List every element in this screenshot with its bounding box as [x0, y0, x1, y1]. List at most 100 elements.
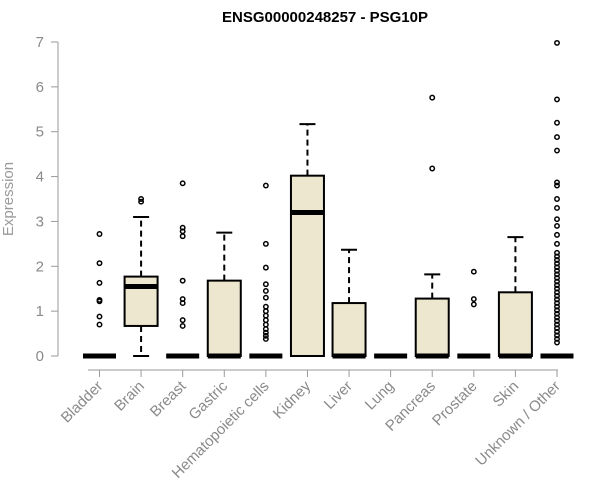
- y-tick-label: 6: [36, 79, 44, 96]
- outlier-point: [96, 321, 103, 328]
- iqr-box: [206, 279, 242, 358]
- iqr-box: [414, 297, 450, 357]
- outlier-point: [554, 285, 560, 292]
- outlier-point: [138, 198, 145, 205]
- outlier-point: [554, 182, 560, 189]
- outlier-point: [554, 325, 560, 332]
- outlier-point: [554, 274, 560, 281]
- outlier-point: [554, 328, 560, 335]
- x-tick-label: Skin: [490, 378, 523, 411]
- outlier-point: [179, 180, 186, 187]
- outlier-point: [554, 321, 560, 328]
- x-tick-label: Kidney: [270, 377, 315, 422]
- box-prostate: [457, 268, 491, 359]
- outlier-point: [470, 296, 477, 302]
- outlier-point: [554, 271, 560, 278]
- outlier-point: [554, 332, 560, 339]
- outlier-point: [554, 282, 560, 289]
- iqr-box: [497, 291, 533, 357]
- outlier-point: [554, 292, 560, 299]
- outlier-point: [554, 216, 560, 223]
- outlier-point: [262, 240, 269, 247]
- outlier-point: [262, 264, 269, 271]
- outlier-point: [554, 339, 560, 346]
- outlier-point: [262, 182, 269, 189]
- outlier-point: [429, 165, 436, 172]
- outlier-point: [96, 313, 103, 320]
- outlier-point: [554, 39, 560, 46]
- outlier-point: [554, 264, 560, 271]
- outlier-point: [262, 294, 269, 301]
- outlier-point: [554, 257, 560, 263]
- box-pancreas: [414, 94, 450, 359]
- y-axis-label: Expression: [0, 162, 17, 236]
- box-gastric: [206, 231, 242, 359]
- y-tick-label: 1: [36, 303, 44, 320]
- outlier-point: [179, 322, 186, 329]
- outlier-point: [262, 336, 269, 342]
- box-unknown-other: [540, 39, 574, 359]
- outlier-point: [554, 303, 560, 310]
- box-kidney: [289, 123, 325, 357]
- outlier-point: [554, 289, 560, 296]
- iqr-box: [331, 302, 367, 357]
- box-series: [83, 39, 574, 359]
- box-skin: [497, 236, 533, 359]
- outlier-point: [554, 119, 560, 126]
- outlier-point: [96, 296, 103, 303]
- x-tick-label: Bladder: [58, 378, 107, 427]
- y-tick-label: 7: [36, 34, 44, 51]
- box-liver: [331, 248, 367, 359]
- outlier-point: [554, 318, 560, 324]
- outlier-point: [554, 296, 560, 303]
- y-tick-label: 0: [36, 348, 44, 365]
- outlier-point: [554, 249, 560, 256]
- outlier-point: [470, 301, 477, 308]
- box-bladder: [83, 231, 116, 359]
- outlier-point: [554, 240, 560, 247]
- outlier-point: [262, 332, 269, 339]
- outlier-point: [554, 300, 560, 307]
- box-hematopoietic-cells: [249, 182, 283, 359]
- outlier-point: [179, 296, 186, 302]
- outlier-point: [262, 303, 269, 310]
- outlier-point: [554, 147, 560, 154]
- x-tick-label: Liver: [321, 378, 356, 413]
- outlier-point: [179, 224, 186, 231]
- outlier-point: [554, 96, 560, 103]
- outlier-point: [96, 231, 103, 237]
- y-axis-ticks: 0 1 2 3 4 5 6 7: [36, 34, 58, 365]
- x-tick-label: Breast: [147, 377, 190, 420]
- outlier-point: [554, 278, 560, 285]
- outlier-point: [554, 310, 560, 317]
- outlier-point: [179, 228, 186, 235]
- outlier-point: [554, 260, 560, 267]
- outlier-point: [429, 94, 436, 101]
- outlier-point: [262, 281, 269, 288]
- outlier-point: [554, 179, 560, 186]
- outlier-point: [96, 279, 103, 286]
- x-tick-label: Lung: [362, 378, 398, 414]
- y-tick-label: 3: [36, 213, 44, 230]
- chart-title: ENSG00000248257 - PSG10P: [222, 9, 428, 26]
- outlier-point: [470, 268, 477, 275]
- iqr-box: [289, 174, 325, 357]
- outlier-point: [554, 307, 560, 314]
- x-tick-label: Prostate: [429, 378, 481, 430]
- outlier-point: [554, 222, 560, 229]
- outlier-point: [138, 196, 145, 202]
- outlier-point: [96, 260, 103, 267]
- y-tick-label: 5: [36, 124, 44, 141]
- outlier-point: [554, 253, 560, 260]
- outlier-point: [554, 267, 560, 274]
- outlier-point: [262, 288, 269, 294]
- y-tick-label: 2: [36, 258, 44, 275]
- outlier-point: [554, 336, 560, 342]
- outlier-point: [554, 134, 560, 141]
- y-tick-label: 4: [36, 169, 44, 186]
- outlier-point: [554, 196, 560, 202]
- outlier-point: [179, 277, 186, 284]
- outlier-point: [262, 329, 269, 336]
- outlier-point: [179, 317, 186, 324]
